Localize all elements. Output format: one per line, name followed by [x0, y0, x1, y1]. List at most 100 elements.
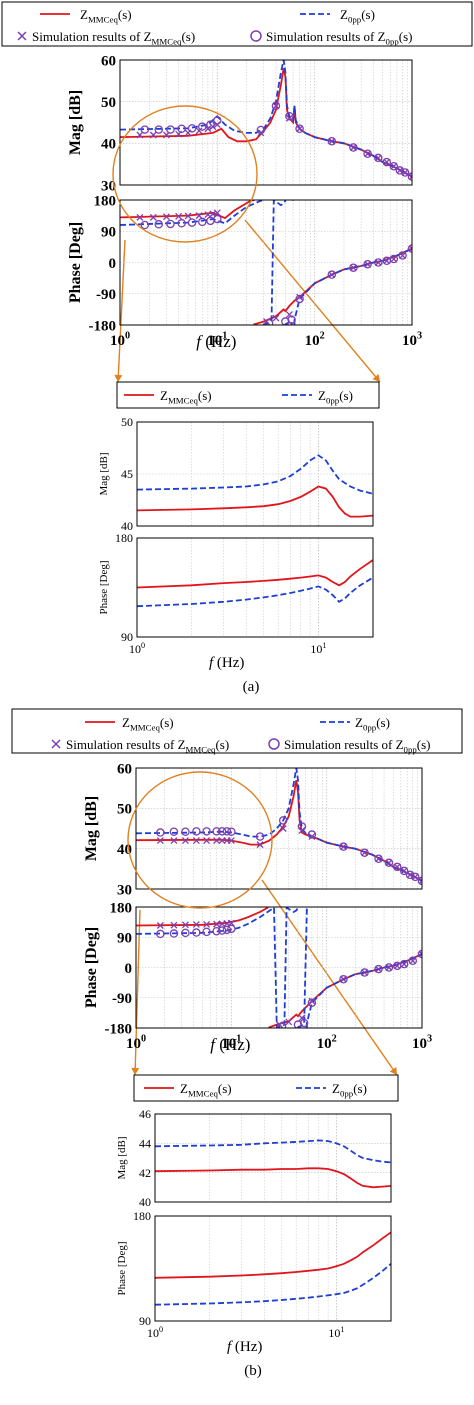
sim-marker-x [349, 264, 357, 272]
y-axis-label: Mag [dB] [98, 452, 110, 495]
series-line [137, 485, 373, 518]
series-line [155, 1263, 391, 1306]
sim-marker-x [408, 245, 412, 253]
sim-marker-x [170, 921, 178, 929]
legend-label-zmmc: ZMMCeq(s) [80, 7, 132, 24]
y-tick-label: 180 [110, 900, 133, 916]
legend-label-sim-z0pp: Simulation results of Z0pp(s) [266, 29, 413, 46]
sim-marker-x [385, 964, 393, 971]
series-z-mmceq-s- [136, 779, 422, 882]
sim-marker-o [339, 975, 348, 984]
y-axis-label: Mag [dB] [116, 1136, 128, 1179]
series-simulation-results-of-z-0pp-s- [156, 924, 422, 1028]
x-tick-label: 103 [402, 331, 422, 349]
zoom-ellipse [112, 105, 258, 243]
sim-marker-o [177, 124, 186, 134]
series-simulation-results-of-z-0pp-s- [156, 816, 422, 886]
y-tick-label: 40 [121, 519, 133, 533]
x-tick-label: 101 [207, 331, 227, 349]
sim-marker-o [166, 219, 175, 229]
zoom-connector [117, 239, 126, 383]
grid-lines [154, 1215, 392, 1322]
sim-marker-o [392, 862, 402, 872]
y-axis-label: Phase [Deg] [83, 927, 100, 1008]
axes-frame [119, 199, 413, 326]
y-tick-label: -90 [112, 991, 132, 1007]
zoom-connector [244, 219, 381, 383]
zoom-arrowhead [114, 374, 123, 382]
y-tick-label: 50 [101, 95, 116, 111]
sim-marker-x [339, 843, 347, 851]
panel-a-main: 30 40 50 60 Mag [dB] [67, 53, 413, 194]
sim-marker-x [181, 921, 189, 929]
sim-marker-o [363, 259, 372, 269]
sim-marker-x [272, 314, 280, 322]
sim-marker-o [206, 216, 215, 226]
y-tick-label: 42 [139, 1166, 151, 1180]
axes-frame [154, 1215, 392, 1322]
sim-marker-x [399, 252, 407, 260]
caption-a: (a) [243, 679, 260, 695]
sim-marker-x [296, 125, 304, 133]
sim-marker-x [374, 154, 382, 162]
series-z-0pp-s- [137, 576, 373, 608]
sim-marker-o [297, 822, 307, 831]
y-tick-label: 46 [139, 1107, 151, 1121]
zoom-connector-lines [114, 219, 398, 1076]
sim-marker-o [295, 124, 304, 134]
sim-marker-o [202, 827, 211, 836]
sim-marker-o [212, 926, 221, 936]
sim-marker-o [398, 251, 407, 260]
y-axis-label: Phase [Deg] [116, 1241, 128, 1295]
series-line [155, 1139, 391, 1164]
sim-marker-x [308, 833, 316, 841]
legend-label-sim-zmmc: Simulation results of ZMMCeq(s) [32, 29, 195, 46]
axes-frame [135, 906, 423, 1029]
sim-marker-x [203, 921, 211, 928]
sim-marker-x [364, 150, 372, 158]
sim-marker-o [156, 828, 165, 837]
sim-marker-o [198, 217, 207, 227]
y-tick-label: 0 [109, 256, 117, 272]
legend-box-b [11, 708, 463, 754]
sim-marker-o [181, 827, 190, 836]
sim-marker-o [202, 927, 211, 937]
axes-frame [136, 537, 374, 638]
annotations [112, 105, 273, 909]
x-tick-label: 100 [126, 1034, 146, 1052]
panel-a-main-phase: -180 -90 0 90 180 100 101 102 103 f (Hz) Phase [De… [67, 193, 422, 351]
sim-marker-o [395, 166, 405, 175]
sim-marker-o [255, 832, 265, 841]
sim-marker-x [256, 841, 264, 849]
grid-lines [119, 59, 412, 186]
sim-marker-x [213, 837, 221, 845]
y-tick-label: -90 [96, 287, 116, 303]
panel-b-zoom: 40 42 44 46 Mag [dB] [116, 1107, 392, 1209]
series-z-mmceq-s- [155, 1167, 391, 1189]
y-tick-label: 44 [139, 1137, 151, 1151]
y-axis-label: Phase [Deg] [98, 560, 110, 614]
sim-marker-o [373, 258, 383, 267]
axes-frame [135, 767, 423, 890]
series-z-mmceq-s- [137, 559, 373, 589]
series-z-mmceq-s- [155, 1231, 391, 1279]
sim-marker-x [339, 975, 347, 983]
axes-frame [154, 1113, 392, 1203]
y-tick-label: 0 [125, 961, 133, 977]
sim-marker-x [361, 849, 369, 857]
series-z-0pp-s- [137, 454, 373, 495]
sim-marker-o [181, 928, 190, 938]
sim-marker-x [279, 825, 287, 832]
sim-marker-x [257, 129, 265, 137]
x-tick-label: 102 [317, 1034, 337, 1052]
sim-marker-x [181, 837, 189, 845]
x-tick-label: 101 [328, 1325, 344, 1340]
y-tick-label: 90 [101, 225, 116, 241]
sim-marker-o [222, 827, 232, 836]
sim-marker-x [156, 837, 164, 845]
series-line [136, 779, 422, 882]
y-tick-label: 50 [121, 415, 133, 429]
sim-marker-o [213, 116, 222, 125]
grid-lines [154, 1113, 392, 1203]
sim-marker-x [213, 920, 221, 928]
